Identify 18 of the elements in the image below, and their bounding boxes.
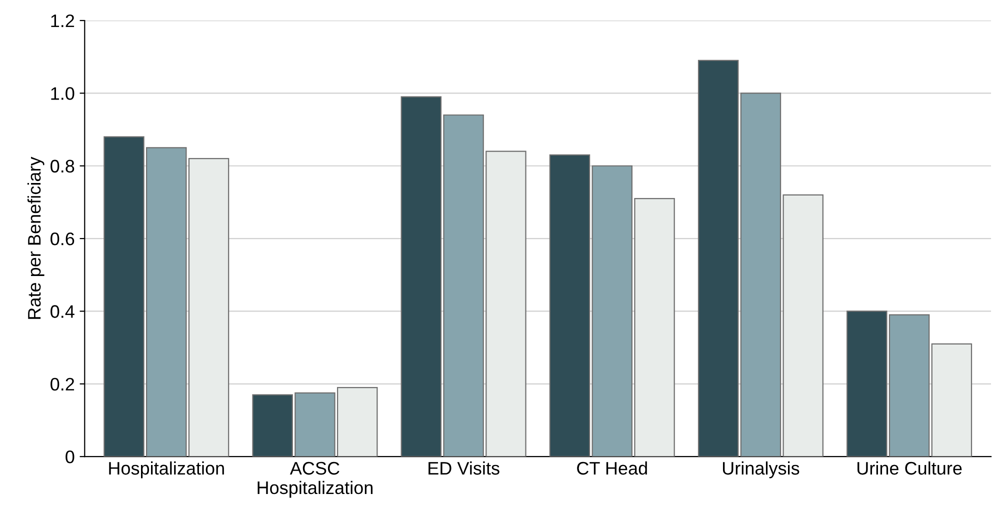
bar (698, 60, 739, 457)
bar (931, 343, 972, 457)
y-tick-label: 0.2 (50, 378, 74, 391)
y-tick-label: 0.8 (50, 160, 74, 173)
y-tick-label: 1.2 (51, 14, 74, 28)
x-tick-label: ACSC Hospitalization (258, 462, 373, 498)
x-tick-label: ED Visits (428, 461, 500, 475)
bar (549, 154, 590, 457)
y-tick-label: 0.6 (50, 232, 74, 246)
y-tick-label: 0.4 (50, 305, 74, 318)
x-tick-label: Urine Culture (858, 461, 962, 475)
x-tick-label: Hospitalization (109, 461, 224, 478)
bar (188, 158, 230, 457)
x-tick-label: CT Head (577, 461, 647, 475)
x-tick-label: Urinalysis (722, 461, 800, 478)
y-tick-label: 1.0 (51, 87, 74, 100)
y-axis-title: Rate per Beneficiary (27, 156, 44, 319)
y-tick-label: 0 (66, 450, 74, 464)
